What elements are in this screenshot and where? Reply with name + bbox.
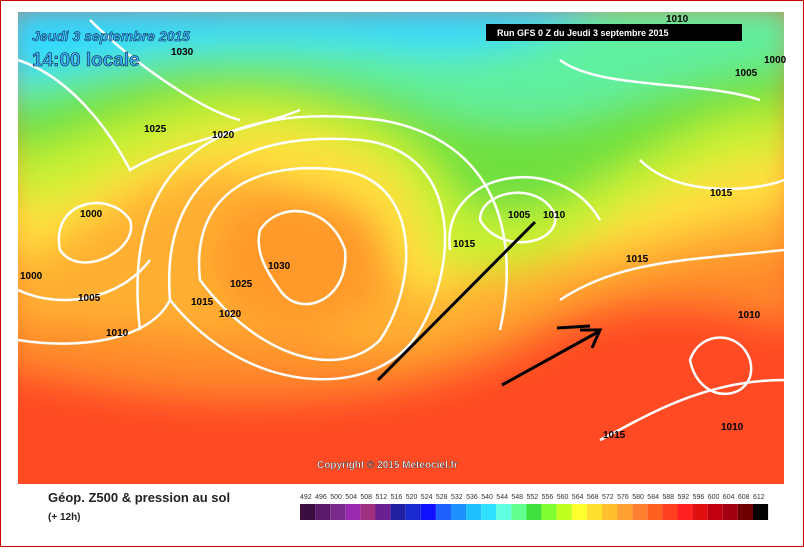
scale-label: 496 (315, 494, 327, 501)
scale-label: 512 (376, 494, 388, 501)
isobar-label: 1010 (721, 422, 744, 433)
scale-swatch (360, 504, 376, 520)
scale-swatch (375, 504, 391, 520)
scale-swatch (330, 504, 346, 520)
isobar-label: 1010 (106, 328, 129, 339)
scale-label: 592 (678, 494, 690, 501)
scale-label: 568 (587, 494, 599, 501)
scale-swatch (571, 504, 587, 520)
scale-label: 516 (391, 494, 403, 501)
scale-label: 596 (693, 494, 705, 501)
isobar-label: 1015 (603, 430, 626, 441)
scale-label: 572 (602, 494, 614, 501)
legend-subtitle: (+ 12h) (48, 512, 81, 523)
scale-swatch (753, 504, 769, 520)
scale-label: 608 (738, 494, 750, 501)
isobar-label: 1010 (543, 210, 566, 221)
scale-swatch (481, 504, 497, 520)
isobar-label: 1015 (453, 239, 476, 250)
isobar-label: 1000 (20, 271, 43, 282)
scale-label: 508 (360, 494, 372, 501)
scale-label: 580 (632, 494, 644, 501)
scale-swatch (617, 504, 633, 520)
scale-label: 540 (481, 494, 493, 501)
time: 14:00 locale (32, 50, 140, 71)
scale-swatch (722, 504, 738, 520)
isobar-label: 1015 (710, 188, 733, 199)
map (18, 12, 784, 484)
scale-swatch (420, 504, 436, 520)
scale-label: 576 (617, 494, 629, 501)
scale-label: 504 (345, 494, 357, 501)
isobar-labels: 1010 1030 1005 1000 1025 1020 1000 1005 1010 1015… (20, 14, 787, 441)
scale-swatch (315, 504, 331, 520)
scale-label: 564 (572, 494, 584, 501)
isobar-label: 1025 (144, 124, 167, 135)
arrows (376, 220, 603, 387)
scale-swatch (300, 504, 316, 520)
scale-swatch (466, 504, 482, 520)
scale-label: 600 (708, 494, 720, 501)
run-banner (486, 24, 742, 41)
scale-label: 492 (300, 494, 312, 501)
scale-swatch (541, 504, 557, 520)
scale-label: 520 (406, 494, 418, 501)
isobar-label: 1005 (78, 293, 101, 304)
scale-label: 532 (451, 494, 463, 501)
isobar-label: 1020 (212, 130, 235, 141)
isobars (18, 19, 784, 442)
scale-label: 548 (511, 494, 523, 501)
legend-title: Géop. Z500 & pression au sol (48, 490, 230, 505)
scale-swatch (662, 504, 678, 520)
scale-swatch (435, 504, 451, 520)
isobar-label: 1000 (80, 209, 103, 220)
isobar-label: 1030 (171, 47, 194, 58)
isobar-label: 1010 (666, 14, 689, 25)
scale-swatch (602, 504, 618, 520)
scale-swatch (707, 504, 723, 520)
isobar-label: 1005 (508, 210, 531, 221)
scale-label: 544 (496, 494, 508, 501)
isobar-label: 1010 (738, 310, 761, 321)
scale-label: 560 (557, 494, 569, 501)
scale-label: 584 (647, 494, 659, 501)
scale-swatch (647, 504, 663, 520)
isobar-label: 1030 (268, 261, 291, 272)
isobar-label: 1000 (764, 55, 787, 66)
scale-swatch (737, 504, 753, 520)
scale-label: 500 (330, 494, 342, 501)
scale-label: 536 (466, 494, 478, 501)
scale-label: 612 (753, 494, 765, 501)
scale-swatch (405, 504, 421, 520)
isobar-label: 1005 (735, 68, 758, 79)
scale-label: 588 (662, 494, 674, 501)
run: Run GFS 0 Z du Jeudi 3 septembre 2015 (497, 28, 669, 38)
scale-label: 552 (527, 494, 539, 501)
isobar-label: 1020 (219, 309, 242, 320)
scale-label: 556 (542, 494, 554, 501)
isobar-label: 1015 (191, 297, 214, 308)
isobar-label: 1025 (230, 279, 253, 290)
scale-swatch (632, 504, 648, 520)
scale-swatch (526, 504, 542, 520)
scale-label: 524 (421, 494, 433, 501)
scale-swatch (692, 504, 708, 520)
color-scale: 492 496 500 504 508 512 516 520 524 528 532 536 540 5… (300, 494, 769, 520)
scale-swatch (586, 504, 602, 520)
scale-swatch (390, 504, 406, 520)
scale-swatch (451, 504, 467, 520)
scale-swatch (511, 504, 527, 520)
scale-swatch (556, 504, 572, 520)
scale-swatch (496, 504, 512, 520)
scale-swatch (345, 504, 361, 520)
scale-label: 604 (723, 494, 735, 501)
copyright: Copyright © 2015 Meteociel.fr (317, 460, 458, 471)
isobar-label: 1015 (626, 254, 649, 265)
scale-label: 528 (436, 494, 448, 501)
date: Jeudi 3 septembre 2015 (32, 28, 190, 44)
scale-swatch (677, 504, 693, 520)
